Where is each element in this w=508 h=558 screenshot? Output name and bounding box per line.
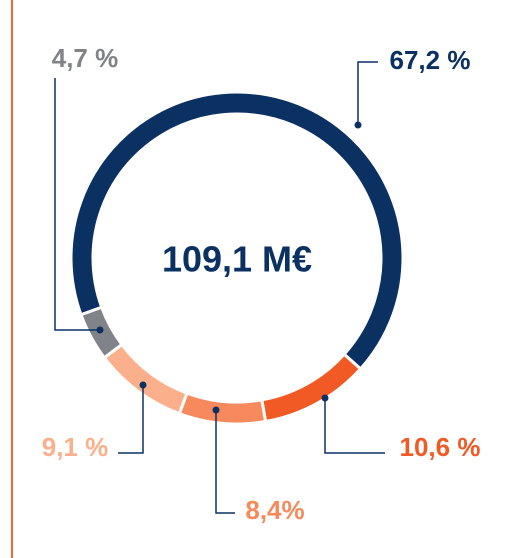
- leader: [215, 410, 235, 514]
- center-label: 109,1 M€: [162, 239, 312, 280]
- value-label: 10,6 %: [400, 432, 481, 462]
- leader-dot: [321, 394, 329, 402]
- leader-dot: [96, 326, 104, 334]
- donut-segment: [260, 352, 363, 424]
- donut-segment: [177, 391, 268, 426]
- leader: [54, 78, 100, 331]
- value-label: 9,1 %: [42, 432, 109, 462]
- leader: [324, 398, 385, 454]
- leader-dot: [354, 121, 362, 129]
- leader: [357, 61, 378, 125]
- donut-segment: [69, 90, 405, 372]
- value-label: 8,4%: [245, 495, 304, 525]
- donut-segment: [102, 342, 189, 416]
- leader-dot: [139, 381, 147, 389]
- value-label: 67,2 %: [390, 45, 471, 75]
- leader: [118, 385, 144, 454]
- leader-dot: [212, 406, 220, 414]
- value-label: 4,7 %: [52, 43, 119, 73]
- leader-lines: [54, 61, 385, 514]
